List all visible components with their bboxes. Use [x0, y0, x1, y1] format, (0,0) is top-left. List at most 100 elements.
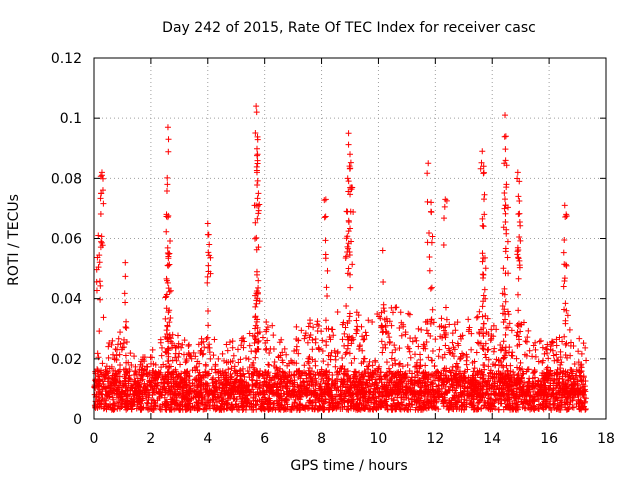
data-point [94, 350, 101, 357]
data-point [392, 406, 399, 413]
data-point [464, 384, 471, 391]
data-point [125, 403, 132, 410]
data-point [141, 380, 148, 387]
data-point [156, 395, 163, 402]
data-point [503, 230, 510, 237]
data-point [488, 403, 495, 410]
data-point [170, 374, 177, 381]
data-point [564, 406, 571, 413]
data-point [127, 350, 134, 357]
data-point [357, 397, 364, 404]
data-point [246, 342, 253, 349]
data-point [157, 339, 164, 346]
data-point [177, 401, 184, 408]
data-point [486, 381, 493, 388]
chart-title: Day 242 of 2015, Rate Of TEC Index for r… [162, 20, 536, 36]
data-point [339, 355, 346, 362]
data-point [205, 370, 212, 377]
data-point [429, 371, 436, 378]
data-point [205, 262, 212, 269]
data-point [515, 211, 522, 218]
data-point [499, 302, 506, 309]
data-point [473, 406, 480, 413]
data-point [514, 329, 521, 336]
data-point [360, 336, 367, 343]
data-point [208, 366, 215, 373]
data-point [252, 303, 259, 310]
data-point [345, 219, 352, 226]
data-point [224, 347, 231, 354]
data-point [519, 404, 526, 411]
data-point [164, 402, 171, 409]
data-point [92, 403, 99, 410]
data-point [149, 346, 156, 353]
data-point [113, 370, 120, 377]
data-point [510, 369, 517, 376]
data-point [501, 133, 508, 140]
data-point [564, 312, 571, 319]
data-point [303, 392, 310, 399]
data-point [532, 353, 539, 360]
data-point [445, 406, 452, 413]
x-tick-label: 0 [90, 431, 99, 447]
data-point [152, 402, 159, 409]
data-point [485, 405, 492, 412]
data-point [321, 214, 328, 221]
data-point [128, 382, 135, 389]
data-point [502, 146, 509, 153]
data-point [371, 385, 378, 392]
data-point [433, 399, 440, 406]
x-tick-label: 8 [317, 431, 326, 447]
data-point [404, 406, 411, 413]
data-point [179, 380, 186, 387]
data-point [439, 385, 446, 392]
data-point [212, 361, 219, 368]
data-point [408, 376, 415, 383]
data-point [513, 355, 520, 362]
data-point [277, 375, 284, 382]
data-point [206, 344, 213, 351]
data-point [514, 169, 521, 176]
data-point [418, 326, 425, 333]
data-point [309, 346, 316, 353]
data-point [550, 401, 557, 408]
data-point [307, 400, 314, 407]
data-point [100, 314, 107, 321]
data-point [351, 355, 358, 362]
data-point [102, 371, 109, 378]
data-point [243, 355, 250, 362]
data-point [164, 174, 171, 181]
data-point [344, 398, 351, 405]
data-point [381, 308, 388, 315]
data-point [468, 346, 475, 353]
data-point [318, 383, 325, 390]
data-point [235, 359, 242, 366]
data-point [442, 196, 449, 203]
data-point [346, 165, 353, 172]
data-point [254, 136, 261, 143]
x-tick-label: 18 [597, 431, 615, 447]
data-point [93, 278, 100, 285]
data-point [112, 402, 119, 409]
data-point [199, 397, 206, 404]
data-point [521, 379, 528, 386]
data-point [416, 400, 423, 407]
data-point [97, 195, 104, 202]
x-tick-labels: 0 2 4 6 8 10 12 14 16 18 [90, 431, 615, 447]
data-point [501, 189, 508, 196]
data-point [209, 396, 216, 403]
data-point [95, 397, 102, 404]
data-point [242, 406, 249, 413]
data-point [185, 343, 192, 350]
data-point [559, 378, 566, 385]
data-point [428, 284, 435, 291]
data-point [269, 322, 276, 329]
data-point [304, 339, 311, 346]
data-point [122, 299, 129, 306]
data-point [469, 372, 476, 379]
data-point [205, 322, 212, 329]
data-point [318, 328, 325, 335]
data-point [165, 136, 172, 143]
data-point [508, 327, 515, 334]
data-point [449, 339, 456, 346]
